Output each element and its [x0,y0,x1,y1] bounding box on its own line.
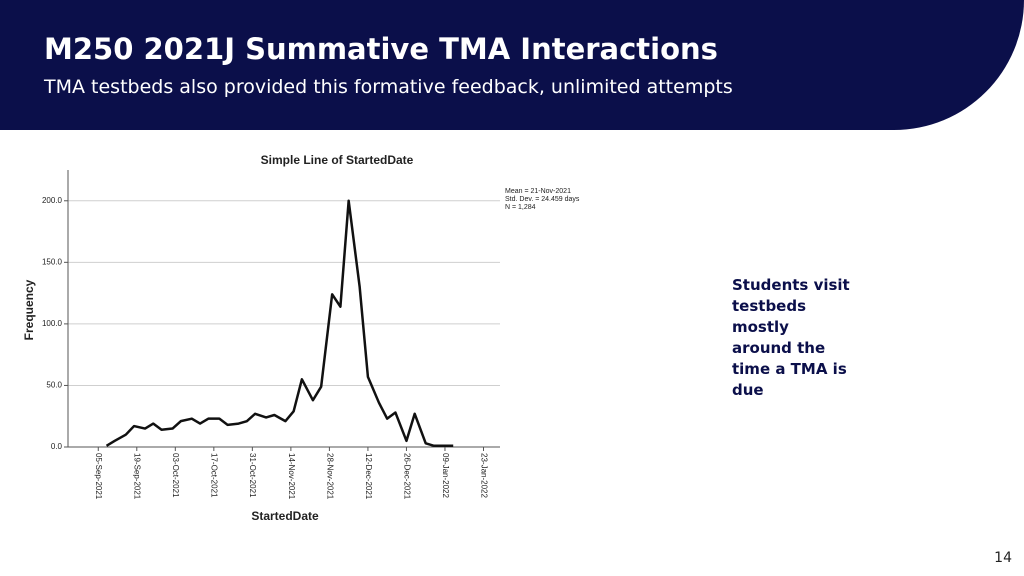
note-line: time a TMA is [732,360,847,378]
note-line: Students visit [732,276,850,294]
x-tick-label: 26-Dec-2021 [402,453,411,500]
x-tick-label: 23-Jan-2022 [479,453,488,498]
x-tick-label: 03-Oct-2021 [171,453,180,498]
stat-annotation: N = 1,284 [505,204,536,211]
stat-annotation: Std. Dev. = 24.459 days [505,196,580,203]
header-band [0,0,1024,130]
y-tick-label: 100.0 [42,319,63,328]
x-tick-label: 09-Jan-2022 [441,453,450,498]
y-tick-label: 150.0 [42,257,63,266]
x-tick-label: 05-Sep-2021 [94,453,103,500]
page-number: 14 [994,550,1012,566]
y-tick-label: 200.0 [42,196,63,205]
y-tick-label: 50.0 [46,381,62,390]
stat-annotation: Mean = 21-Nov-2021 [505,188,571,195]
x-tick-label: 19-Sep-2021 [133,453,142,500]
note: Students visit testbeds mostly around the ti… [732,275,850,401]
x-tick-label: 28-Nov-2021 [325,453,334,500]
y-tick-label: 0.0 [51,442,63,451]
x-tick-label: 31-Oct-2021 [248,453,257,498]
note-line: around the [732,339,826,357]
slide-title: M250 2021J Summative TMA Interactions [44,32,718,66]
note-line: testbeds [732,297,807,315]
x-tick-label: 14-Nov-2021 [287,453,296,500]
slide-subtitle: TMA testbeds also provided this formativ… [44,76,733,98]
note-line: mostly [732,318,789,336]
chart: Simple Line of StartedDate StartedDate F… [22,153,580,523]
x-tick-label: 17-Oct-2021 [210,453,219,498]
data-line [105,199,454,448]
x-tick-label: 12-Dec-2021 [364,453,373,500]
chart-title: Simple Line of StartedDate [261,153,414,167]
y-axis-label: Frequency [22,279,36,340]
note-line: due [732,381,764,399]
x-axis-label: StartedDate [251,509,319,523]
